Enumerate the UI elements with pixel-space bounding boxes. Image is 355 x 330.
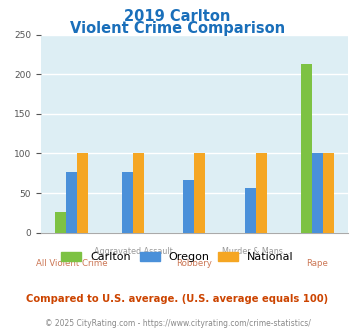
Bar — [66, 173, 77, 233]
Text: Compared to U.S. average. (U.S. average equals 100): Compared to U.S. average. (U.S. average … — [26, 294, 329, 304]
Bar — [55, 212, 66, 233]
Text: Rape: Rape — [306, 259, 328, 268]
Text: All Violent Crime: All Violent Crime — [36, 259, 107, 268]
Bar — [301, 64, 312, 233]
Bar — [245, 187, 256, 233]
Text: Aggravated Assault: Aggravated Assault — [94, 247, 172, 255]
Bar — [77, 153, 88, 233]
Text: Murder & Mans...: Murder & Mans... — [222, 247, 290, 255]
Text: Robbery: Robbery — [176, 259, 212, 268]
Text: 2019 Carlton: 2019 Carlton — [124, 9, 231, 24]
Text: © 2025 CityRating.com - https://www.cityrating.com/crime-statistics/: © 2025 CityRating.com - https://www.city… — [45, 319, 310, 328]
Bar — [195, 153, 206, 233]
Text: Violent Crime Comparison: Violent Crime Comparison — [70, 21, 285, 36]
Bar — [133, 153, 144, 233]
Bar — [256, 153, 267, 233]
Bar — [183, 181, 195, 233]
Legend: Carlton, Oregon, National: Carlton, Oregon, National — [57, 248, 298, 267]
Bar — [323, 153, 334, 233]
Bar — [312, 153, 323, 233]
Bar — [122, 173, 133, 233]
